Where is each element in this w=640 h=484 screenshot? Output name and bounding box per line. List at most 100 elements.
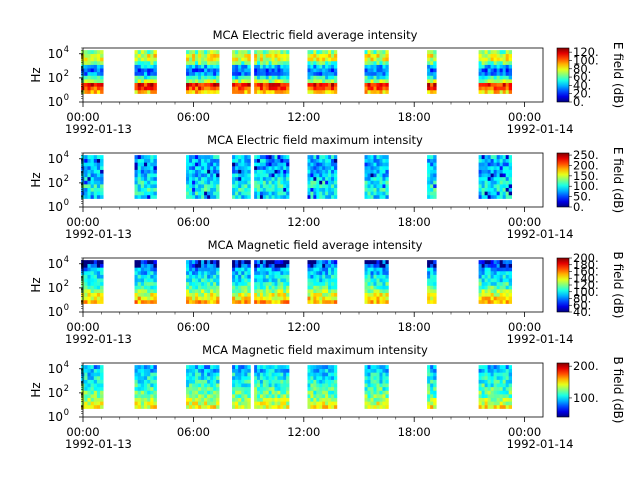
spectrogram-cell (150, 401, 154, 406)
spectrogram-cell (379, 368, 383, 373)
spectrogram-cell (195, 383, 199, 388)
spectrogram-cell (247, 173, 251, 178)
spectrogram-cell (87, 75, 91, 80)
colorbar-tick-label: 200. (573, 158, 599, 172)
spectrogram-cell (271, 191, 275, 196)
spectrogram-cell (316, 53, 320, 58)
spectrogram-cell (319, 64, 323, 69)
colorbar-tick-label: 0. (573, 95, 584, 109)
spectrogram-cell (319, 60, 323, 65)
spectrogram-cell (204, 53, 208, 58)
spectrogram-cell (478, 75, 482, 80)
spectrogram-cell (325, 57, 329, 62)
spectrogram-cell (216, 79, 220, 84)
spectrogram-cell (505, 292, 510, 297)
spectrogram-cell (244, 75, 248, 80)
spectrogram-cell (204, 270, 208, 275)
spectrogram-cell (150, 71, 154, 76)
spectrogram-cell (238, 68, 242, 73)
spectrogram-cell (376, 86, 380, 91)
spectrogram-cell (186, 383, 190, 388)
spectrogram-cell (373, 278, 377, 283)
spectrogram-cell (247, 299, 251, 304)
spectrogram-cell (241, 53, 245, 58)
spectrogram-cell (310, 68, 314, 73)
spectrogram-cell (216, 191, 220, 196)
spectrogram-cell (254, 263, 258, 268)
spectrogram-cell (153, 71, 157, 76)
spectrogram-cell (201, 372, 205, 377)
spectrogram-cell (192, 68, 196, 73)
spectrogram-cell (433, 64, 437, 69)
spectrogram-cell (100, 372, 104, 377)
spectrogram-cell (325, 64, 329, 69)
spectrogram-cell (319, 180, 323, 185)
spectrogram-cell (265, 71, 269, 76)
spectrogram-cell (286, 79, 290, 84)
spectrogram-cell (484, 75, 488, 80)
spectrogram-cell (96, 194, 101, 199)
spectrogram-cell (143, 64, 148, 69)
spectrogram-cell (134, 383, 138, 388)
spectrogram-cell (493, 270, 497, 275)
colorbar-tick-label: 40. (573, 78, 591, 92)
spectrogram-cell (433, 368, 437, 373)
spectrogram-cell (370, 394, 374, 399)
spectrogram-cell (213, 50, 217, 55)
spectrogram-cell (207, 162, 211, 167)
spectrogram-cell (280, 296, 284, 301)
spectrogram-cell (262, 158, 267, 163)
spectrogram-cell (238, 365, 242, 370)
spectrogram-cell (433, 372, 437, 377)
spectrogram-cell (201, 397, 205, 402)
spectrogram-cell (87, 289, 91, 294)
spectrogram-cell (333, 375, 338, 380)
spectrogram-cell (143, 281, 148, 286)
spectrogram-cell (478, 386, 482, 391)
spectrogram-cell (235, 267, 239, 272)
spectrogram-cell (427, 60, 431, 65)
spectrogram-cell (143, 79, 148, 84)
spectrogram-cell (247, 383, 251, 388)
spectrogram-cell (433, 53, 437, 58)
spectrogram-cell (286, 176, 290, 181)
spectrogram-cell (150, 289, 154, 294)
spectrogram-cell (265, 79, 269, 84)
spectrogram-cell (93, 89, 98, 94)
spectrogram-cell (370, 162, 374, 167)
spectrogram-cell (370, 187, 374, 192)
spectrogram-cell (93, 278, 98, 283)
spectrogram-cell (216, 274, 220, 279)
spectrogram-cell (333, 365, 338, 370)
spectrogram-cell (207, 158, 211, 163)
spectrogram-cell (271, 165, 275, 170)
spectrogram-cell (367, 64, 371, 69)
spectrogram-cell (93, 270, 98, 275)
spectrogram-cell (134, 299, 138, 304)
spectrogram-cell (238, 162, 242, 167)
spectrogram-cell (313, 162, 317, 167)
spectrogram-cell (286, 191, 290, 196)
spectrogram-cell (313, 281, 317, 286)
spectrogram-cell (210, 278, 214, 283)
spectrogram-cell (322, 68, 326, 73)
spectrogram-cell (100, 285, 104, 290)
spectrogram-cell (487, 260, 491, 265)
spectrogram-cell (307, 289, 311, 294)
spectrogram-cell (143, 75, 148, 80)
spectrogram-cell (186, 64, 190, 69)
spectrogram-cell (430, 75, 434, 80)
spectrogram-cell (484, 86, 488, 91)
spectrogram-cell (153, 68, 157, 73)
spectrogram-cell (385, 260, 389, 265)
spectrogram-cell (505, 64, 510, 69)
spectrogram-cell (331, 285, 335, 290)
spectrogram-cell (430, 267, 434, 272)
spectrogram-cell (192, 274, 196, 279)
spectrogram-cell (140, 263, 145, 268)
spectrogram-cell (192, 194, 196, 199)
spectrogram-cell (204, 386, 208, 391)
spectrogram-cell (93, 82, 98, 87)
spectrogram-cell (143, 184, 148, 189)
x-tick-label: 06:00 (177, 425, 210, 439)
